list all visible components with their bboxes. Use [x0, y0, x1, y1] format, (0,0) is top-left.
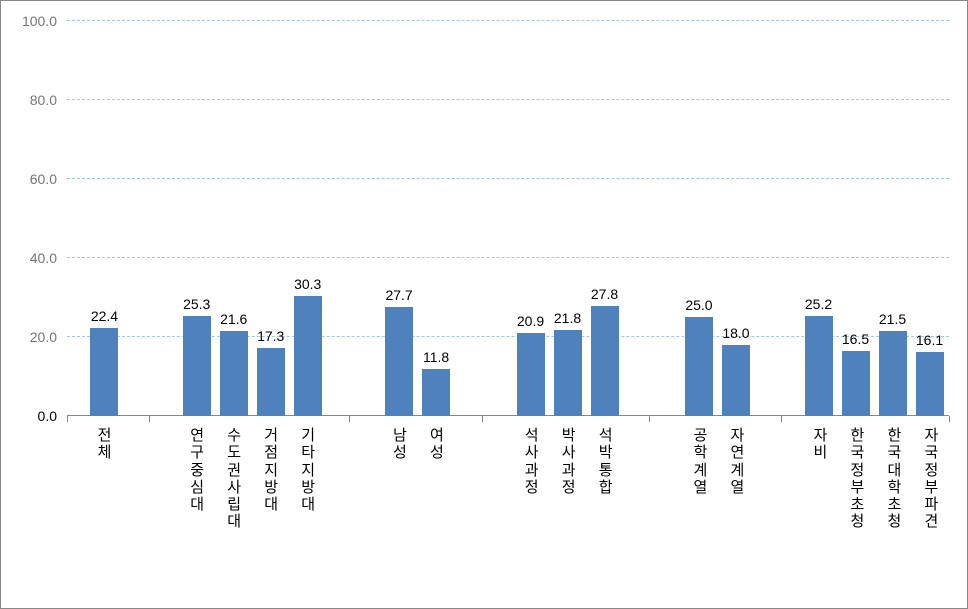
x-axis-label: 한국대학초청 — [887, 427, 901, 531]
x-tick — [949, 416, 950, 422]
x-axis-label: 전체 — [98, 427, 112, 462]
bar-value-label: 17.3 — [257, 328, 284, 344]
bar-value-label: 16.1 — [916, 332, 943, 348]
bar: 11.8 — [422, 369, 450, 416]
bar-group: 25.0 18.0 — [667, 21, 768, 416]
bar-value-label: 11.8 — [423, 349, 449, 365]
chart-frame: 0.0 20.0 40.0 60.0 80.0 100.0 22.4 25.3 21.6 17.3… — [0, 0, 968, 609]
bar-value-label: 27.8 — [591, 286, 618, 302]
x-axis-label: 한국정부초청 — [850, 427, 864, 531]
bar: 21.6 — [220, 331, 248, 416]
bar-group: 25.2 16.5 21.5 16.1 — [799, 21, 949, 416]
y-tick-label: 60.0 — [1, 171, 67, 187]
bar-value-label: 20.9 — [517, 313, 544, 329]
bar-group: 22.4 — [71, 21, 137, 416]
bar: 25.0 — [685, 317, 713, 416]
x-axis-label: 석박통합 — [599, 427, 613, 496]
bar: 25.2 — [805, 316, 833, 416]
x-tick — [781, 416, 782, 422]
bar-group: 25.3 21.6 17.3 30.3 — [168, 21, 336, 416]
bar: 22.4 — [90, 328, 118, 416]
x-tick — [149, 416, 150, 422]
x-axis-label: 자국정부파견 — [924, 427, 938, 531]
y-tick-label: 40.0 — [1, 250, 67, 266]
bar: 30.3 — [294, 296, 322, 416]
y-tick-label: 80.0 — [1, 92, 67, 108]
bar: 21.8 — [554, 330, 582, 416]
bar-value-label: 27.7 — [385, 287, 412, 303]
bar: 20.9 — [517, 333, 545, 416]
bar: 18.0 — [722, 345, 750, 416]
x-tick — [649, 416, 650, 422]
bar-value-label: 25.3 — [183, 296, 210, 312]
bar-value-label: 21.5 — [879, 311, 906, 327]
x-tick — [67, 416, 68, 422]
bar-value-label: 16.5 — [842, 331, 869, 347]
x-axis-label: 자비 — [813, 427, 827, 462]
x-axis-label: 공학계열 — [694, 427, 708, 496]
y-tick-label: 100.0 — [1, 13, 67, 29]
x-axis-label: 박사과정 — [562, 427, 576, 496]
bar-value-label: 22.4 — [91, 308, 118, 324]
y-tick-label: 0.0 — [1, 408, 67, 424]
x-axis-label: 연구중심대 — [190, 427, 204, 513]
x-axis-label: 자연계열 — [731, 427, 745, 496]
bar-value-label: 25.2 — [805, 296, 832, 312]
bar-value-label: 30.3 — [294, 276, 321, 292]
bar-value-label: 21.8 — [554, 310, 581, 326]
bar-group: 27.7 11.8 — [367, 21, 468, 416]
bar: 16.1 — [916, 352, 944, 416]
bar: 16.5 — [842, 351, 870, 416]
x-axis-label: 수도권사립대 — [227, 427, 241, 531]
x-axis-label: 남성 — [393, 427, 407, 462]
bar: 27.7 — [385, 307, 413, 416]
x-axis-label: 거점지방대 — [264, 427, 278, 513]
plot-area: 0.020.040.060.080.0100.022.425.321.617.3… — [67, 21, 949, 416]
bar-group: 20.9 21.8 27.8 — [499, 21, 636, 416]
bar: 17.3 — [257, 348, 285, 416]
x-axis-labels: 전체 연구중심대 수도권사립대 거점지방대 기타지방대 남성 여성 석사과정 박사과정 석박통합 공… — [67, 427, 949, 602]
bar: 27.8 — [591, 306, 619, 416]
bar: 25.3 — [183, 316, 211, 416]
x-tick — [349, 416, 350, 422]
x-axis-label: 석사과정 — [525, 427, 539, 496]
bar-value-label: 18.0 — [722, 325, 749, 341]
bar: 21.5 — [879, 331, 907, 416]
bar-value-label: 25.0 — [685, 297, 712, 313]
bar-value-label: 21.6 — [220, 311, 247, 327]
x-axis-label: 기타지방대 — [301, 427, 315, 513]
y-tick-label: 20.0 — [1, 329, 67, 345]
x-tick — [482, 416, 483, 422]
x-axis-label: 여성 — [430, 427, 444, 462]
